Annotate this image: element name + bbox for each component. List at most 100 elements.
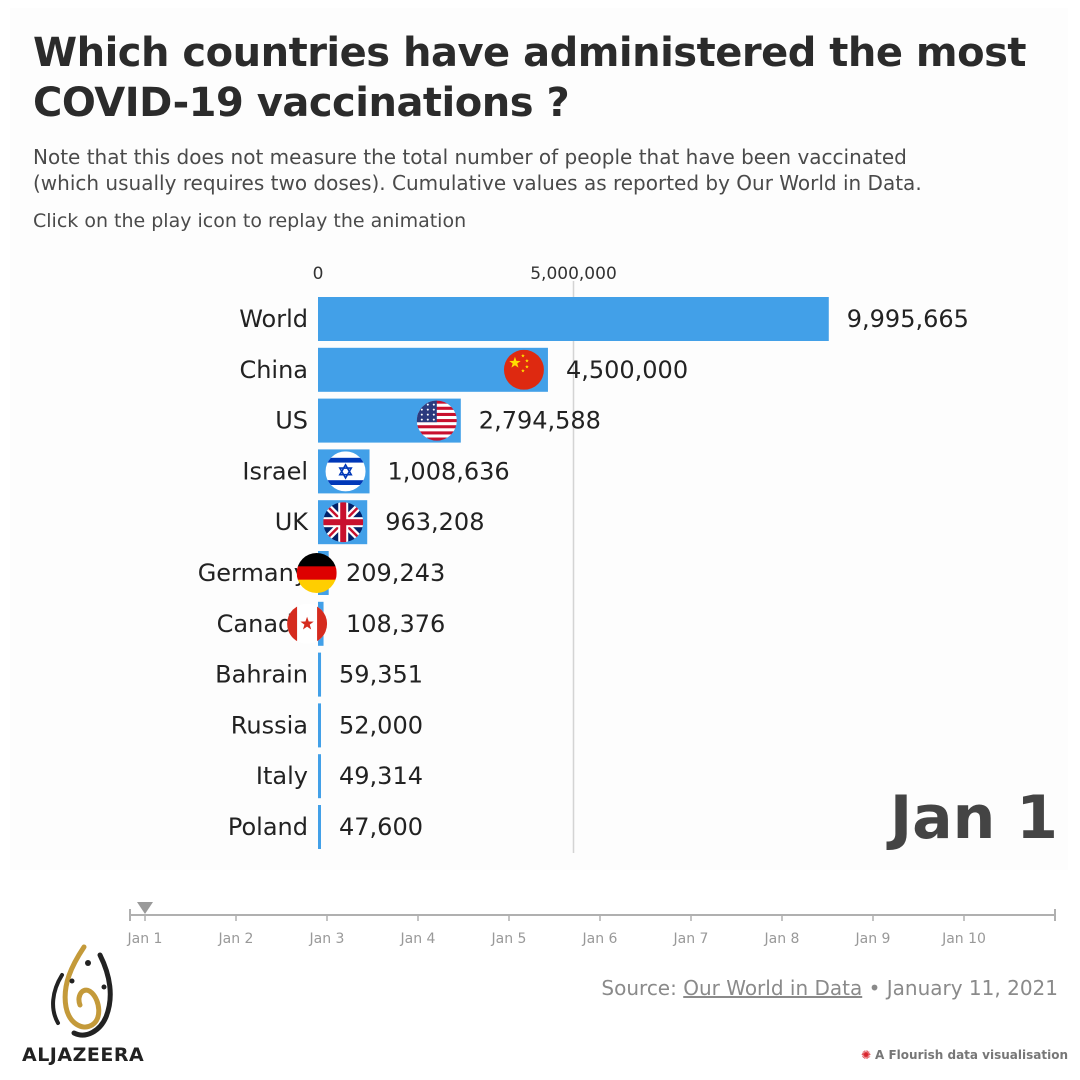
uk-flag-cross-red-h	[323, 519, 364, 526]
china-flag-icon	[503, 349, 544, 390]
china-flag-small-star-1	[525, 358, 529, 363]
us-flag-star-3-2	[432, 418, 435, 421]
china-flag-small-star-2	[525, 364, 529, 369]
canada-flag-leaf	[300, 616, 314, 630]
china-flag-star	[509, 356, 521, 368]
value-label-uk: 963,208	[385, 508, 484, 536]
bar-bahrain	[318, 652, 322, 697]
value-label-russia: 52,000	[339, 711, 423, 739]
china-flag-small-star-0	[521, 353, 525, 358]
bar-layer: World 9,995,665 China 4,500,000 US 2,794,588 I…	[198, 297, 969, 849]
source-note: Source: Our World in Data • January 11, …	[601, 974, 1058, 1002]
timeline-label-jan-7: Jan 7	[673, 931, 709, 947]
timeline-label-jan-10: Jan 10	[941, 931, 986, 947]
value-label-canada: 108,376	[346, 610, 445, 638]
us-flag-star-2-1	[426, 413, 429, 416]
title-line-1: Which countries have administered the mo…	[33, 30, 1027, 76]
us-flag-star-3-1	[426, 418, 429, 421]
timeline-label-jan-4: Jan 4	[400, 931, 436, 947]
timeline-handle-icon[interactable]	[137, 902, 153, 914]
source-link[interactable]: Our World in Data	[683, 976, 863, 1000]
us-flag-star-1-2	[432, 408, 435, 411]
germany-flag-red	[296, 566, 337, 581]
us-flag-star-0-1	[426, 403, 429, 406]
canada-flag-band-left	[287, 603, 298, 644]
us-flag-stripe-8	[416, 425, 457, 429]
germany-flag-icon	[296, 553, 337, 593]
bar-italy	[318, 754, 321, 799]
aljazeera-logo-icon	[51, 944, 113, 1038]
israel-flag-stripe-top	[325, 457, 366, 463]
subtitle-line-2: (which usually requires two doses). Cumu…	[33, 171, 922, 195]
value-label-world: 9,995,665	[847, 305, 969, 333]
us-flag-stripe-10	[416, 431, 457, 435]
timeline-label-jan-3: Jan 3	[309, 931, 345, 947]
replay-instruction: Click on the play icon to replay the ani…	[33, 210, 467, 232]
bar-world	[318, 297, 829, 341]
us-flag-stripe-12	[416, 437, 457, 441]
value-label-poland: 47,600	[339, 813, 423, 841]
timeline-label-jan-5: Jan 5	[491, 931, 527, 947]
value-label-us: 2,794,588	[479, 407, 601, 435]
us-flag-stripe-11	[416, 434, 457, 439]
flourish-credit-text: A Flourish data visualisation	[875, 1048, 1068, 1062]
value-label-italy: 49,314	[339, 762, 423, 790]
us-flag-star-0-2	[432, 403, 435, 406]
x-tick-label-5-000-000: 5,000,000	[530, 264, 617, 284]
bar-label-italy: Italy	[256, 762, 308, 790]
canada-flag-icon	[287, 603, 328, 644]
us-flag-star-2-0	[420, 413, 423, 416]
timeline-label-jan-9: Jan 9	[855, 931, 891, 947]
bar-label-poland: Poland	[228, 813, 308, 841]
subtitle-line-1: Note that this does not measure the tota…	[33, 145, 907, 169]
source-prefix: Source:	[601, 976, 677, 1000]
bar-russia	[318, 703, 321, 748]
value-label-bahrain: 59,351	[339, 661, 423, 689]
bar-label-germany: Germany	[198, 559, 308, 587]
bar-label-world: World	[239, 305, 308, 333]
current-date-label: Jan 1	[889, 783, 1058, 853]
value-label-germany: 209,243	[346, 559, 445, 587]
us-flag-star-2-2	[432, 413, 435, 416]
timeline-label-jan-6: Jan 6	[582, 931, 618, 947]
flourish-icon: ✺	[860, 1048, 872, 1062]
x-tick-label-0: 0	[313, 264, 324, 284]
germany-flag-black	[296, 553, 337, 567]
aljazeera-logo-text: ALJAZEERA	[22, 1044, 145, 1066]
flourish-credit[interactable]: ✺ A Flourish data visualisation	[861, 1048, 1068, 1062]
bar-label-israel: Israel	[242, 457, 308, 485]
grid-layer: 0 5,000,000	[313, 264, 617, 853]
israel-flag-stripe-bottom	[325, 480, 366, 485]
timeline-label-jan-1: Jan 1	[127, 931, 163, 947]
value-label-china: 4,500,000	[566, 356, 688, 384]
bar-label-bahrain: Bahrain	[215, 661, 308, 689]
israel-flag-field	[325, 451, 366, 492]
china-flag-field	[503, 349, 544, 390]
bar-label-china: China	[239, 356, 308, 384]
title-line-2: COVID-19 vaccinations ?	[33, 80, 570, 126]
chart-card	[10, 8, 1068, 870]
us-flag-stripe-7	[416, 422, 457, 426]
chart-title: Which countries have administered the mo…	[33, 28, 1063, 128]
china-flag-small-star-3	[521, 368, 525, 373]
us-flag-stripe-9	[416, 428, 457, 432]
bar-poland	[318, 805, 321, 849]
us-flag-star-1-1	[426, 408, 429, 411]
timeline-label-jan-2: Jan 2	[218, 931, 254, 947]
value-label-israel: 1,008,636	[388, 457, 510, 485]
bar-label-russia: Russia	[231, 711, 308, 739]
israel-flag-star-up	[338, 463, 353, 476]
us-flag-star-1-0	[420, 408, 423, 411]
bar-chart: 0 5,000,000 World 9,995,665 China 4,500,000 U…	[198, 264, 969, 853]
timeline-label-jan-8: Jan 8	[764, 931, 800, 947]
us-flag-star-3-0	[420, 418, 423, 421]
uk-flag-icon	[323, 502, 364, 543]
timeline-slider[interactable]: Jan 1 Jan 2 Jan 3 Jan 4 Jan 5 Jan 6 Jan 7 Jan 8…	[0, 895, 1080, 955]
israel-flag-star-down	[338, 467, 353, 480]
israel-flag-icon	[325, 451, 366, 492]
source-date: • January 11, 2021	[868, 976, 1058, 1000]
bar-label-us: US	[275, 407, 308, 435]
germany-flag-gold	[296, 579, 337, 593]
chart-subtitle: Note that this does not measure the tota…	[33, 144, 1063, 196]
bar-label-uk: UK	[275, 508, 310, 536]
